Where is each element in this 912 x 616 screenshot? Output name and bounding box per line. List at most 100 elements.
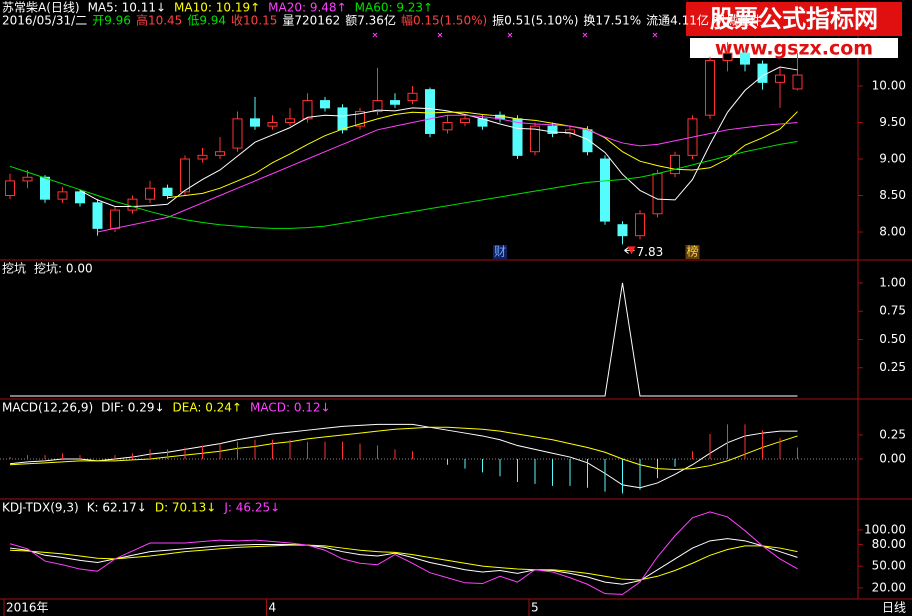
legend-entry: DIF: 0.29↓ [101,401,164,415]
candle-body [600,158,610,222]
legend-entry: MA5: 10.11↓ [88,1,166,15]
quote-item: 开9.96 [92,14,131,28]
panel-title: MACD(12,26,9) [2,401,93,415]
y-tick-label: 20.00 [872,580,906,594]
series-line [167,111,798,199]
series-line [9,426,798,471]
quote-item: 机械基件 [714,13,762,28]
candle-body [547,125,558,134]
low-label: 7.83 [637,245,664,259]
legend-entry: 挖坑: 0.00 [34,261,93,276]
series-line [9,538,798,585]
candle-body [40,176,50,200]
y-tick-label: 0.00 [879,451,906,465]
candle-body [565,129,575,134]
y-tick-label: 9.50 [879,115,906,129]
x-tick-label: 2016年 [6,601,49,615]
candle-body [775,74,785,83]
period-label: 日线 [882,601,906,615]
candle-body [320,100,330,109]
candle-body [180,158,190,193]
candle-body [110,209,120,229]
candle-body [740,52,750,65]
annotation: 财 [494,245,506,259]
candle-body [460,118,470,124]
panel-title: 挖坑 [2,261,26,276]
y-tick-label: 100.00 [864,522,906,536]
chart-title: 苏常柴A(日线) [2,1,80,15]
legend-entry: D: 70.13↓ [155,501,217,515]
quote-item: 量720162 [282,14,340,28]
y-tick-label: 0.75 [879,304,906,318]
candle-body [162,187,173,197]
candle-body [267,122,278,127]
candle-body [722,52,733,61]
series-line [97,114,798,233]
candle-body [127,198,138,211]
legend-entry: DEA: 0.24↑ [173,401,242,415]
candle-body [582,129,593,153]
quote-item: 2016/05/31/二 [2,14,87,28]
annotation-box [493,245,507,259]
y-tick-label: 80.00 [872,537,906,551]
candle-body [705,59,715,116]
info-markers [372,32,658,38]
series-line [9,544,798,581]
y-tick-label: 0.25 [879,427,906,441]
candle-body [425,89,435,134]
candle-body [670,154,680,175]
candle-body [337,107,348,131]
panel-title: KDJ-TDX(9,3) [2,501,79,515]
quote-item: 高10.45 [136,13,182,28]
legend-entry: MA20: 9.48↑ [268,1,346,15]
candle-body [250,118,260,127]
y-tick-label: 8.50 [879,188,906,202]
candle-body [355,111,365,127]
candle-body [57,191,68,200]
series-line [9,423,798,489]
candle-body [215,151,225,156]
legend-entry: MA60: 9.23↑ [355,1,433,15]
x-tick-label: 4 [269,601,277,615]
y-tick-label: 0.50 [879,332,906,346]
candle-body [442,122,453,131]
series-line [79,66,798,207]
legend-entry: MACD: 0.12↓ [250,401,331,415]
series-line [9,140,798,229]
candle-body [792,74,803,90]
quote-item: 流通4.11亿 [646,13,709,28]
watermark-box [686,2,902,36]
series-line [10,282,798,397]
y-tick-label: 0.25 [879,360,906,374]
candle-body [757,63,768,83]
candle-body [512,118,523,156]
candle-body [285,118,295,124]
candle-body [145,187,155,200]
candle-body [5,180,15,197]
candle-body [372,100,383,113]
low-marker [627,246,636,255]
annotation-box [685,245,700,259]
candle-body [22,176,33,182]
candle-body [75,191,85,204]
y-tick-label: 50.00 [872,559,906,573]
watermark-title: 股票公式指标网 [710,5,878,33]
y-tick-label: 10.00 [872,79,906,93]
candle-body [652,173,663,215]
quote-item: 幅0.15(1.50%) [401,13,487,28]
candle-body [197,154,208,160]
candle-body [92,202,103,229]
y-tick-label: 8.00 [879,225,906,239]
watermark-url: www.gszx.com [715,38,873,60]
x-tick-label: 5 [531,601,539,615]
candle-body [635,213,645,237]
quote-item: 低9.94 [187,14,226,28]
series-line [9,511,798,595]
candle-body [617,224,628,237]
candle-body [390,100,400,105]
candle-body [530,125,540,153]
legend-entry: K: 62.17↓ [87,501,147,515]
candle-body [302,100,313,120]
legend-entry: MA10: 10.19↑ [174,1,260,15]
